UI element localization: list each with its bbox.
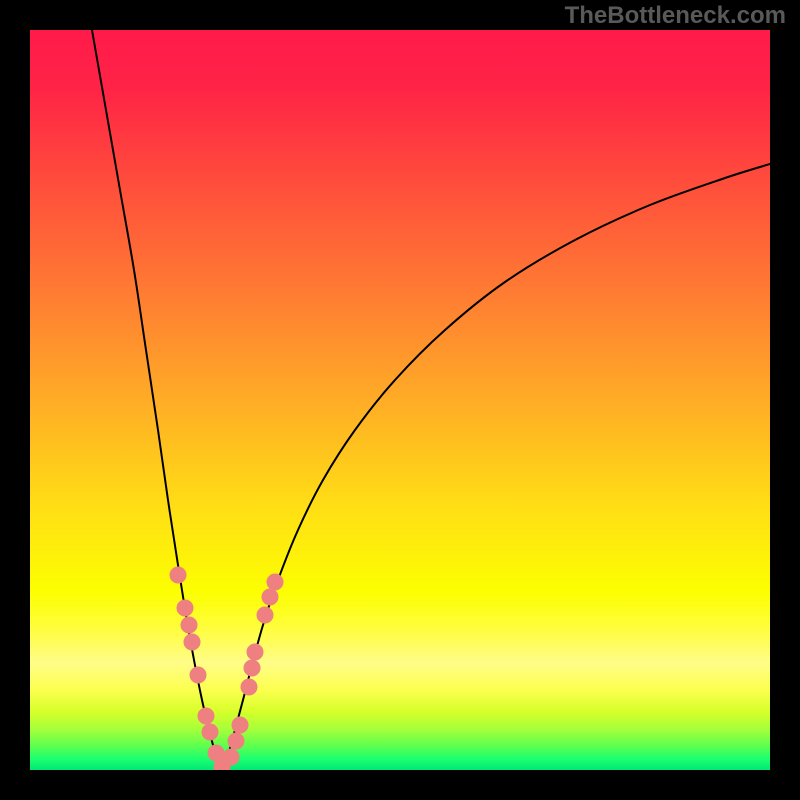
data-marker (232, 717, 248, 733)
data-marker (198, 708, 214, 724)
data-marker (267, 574, 283, 590)
data-marker (262, 589, 278, 605)
data-marker (241, 679, 257, 695)
data-marker (247, 644, 263, 660)
data-marker (177, 600, 193, 616)
data-marker (223, 749, 239, 765)
data-marker (184, 634, 200, 650)
data-marker (257, 607, 273, 623)
bottleneck-chart (30, 30, 770, 770)
data-marker (244, 660, 260, 676)
plot-area (30, 30, 770, 770)
data-marker (228, 733, 244, 749)
gradient-background (30, 30, 770, 770)
data-marker (190, 667, 206, 683)
data-marker (202, 724, 218, 740)
data-marker (170, 567, 186, 583)
watermark-text: TheBottleneck.com (565, 2, 786, 30)
data-marker (181, 617, 197, 633)
